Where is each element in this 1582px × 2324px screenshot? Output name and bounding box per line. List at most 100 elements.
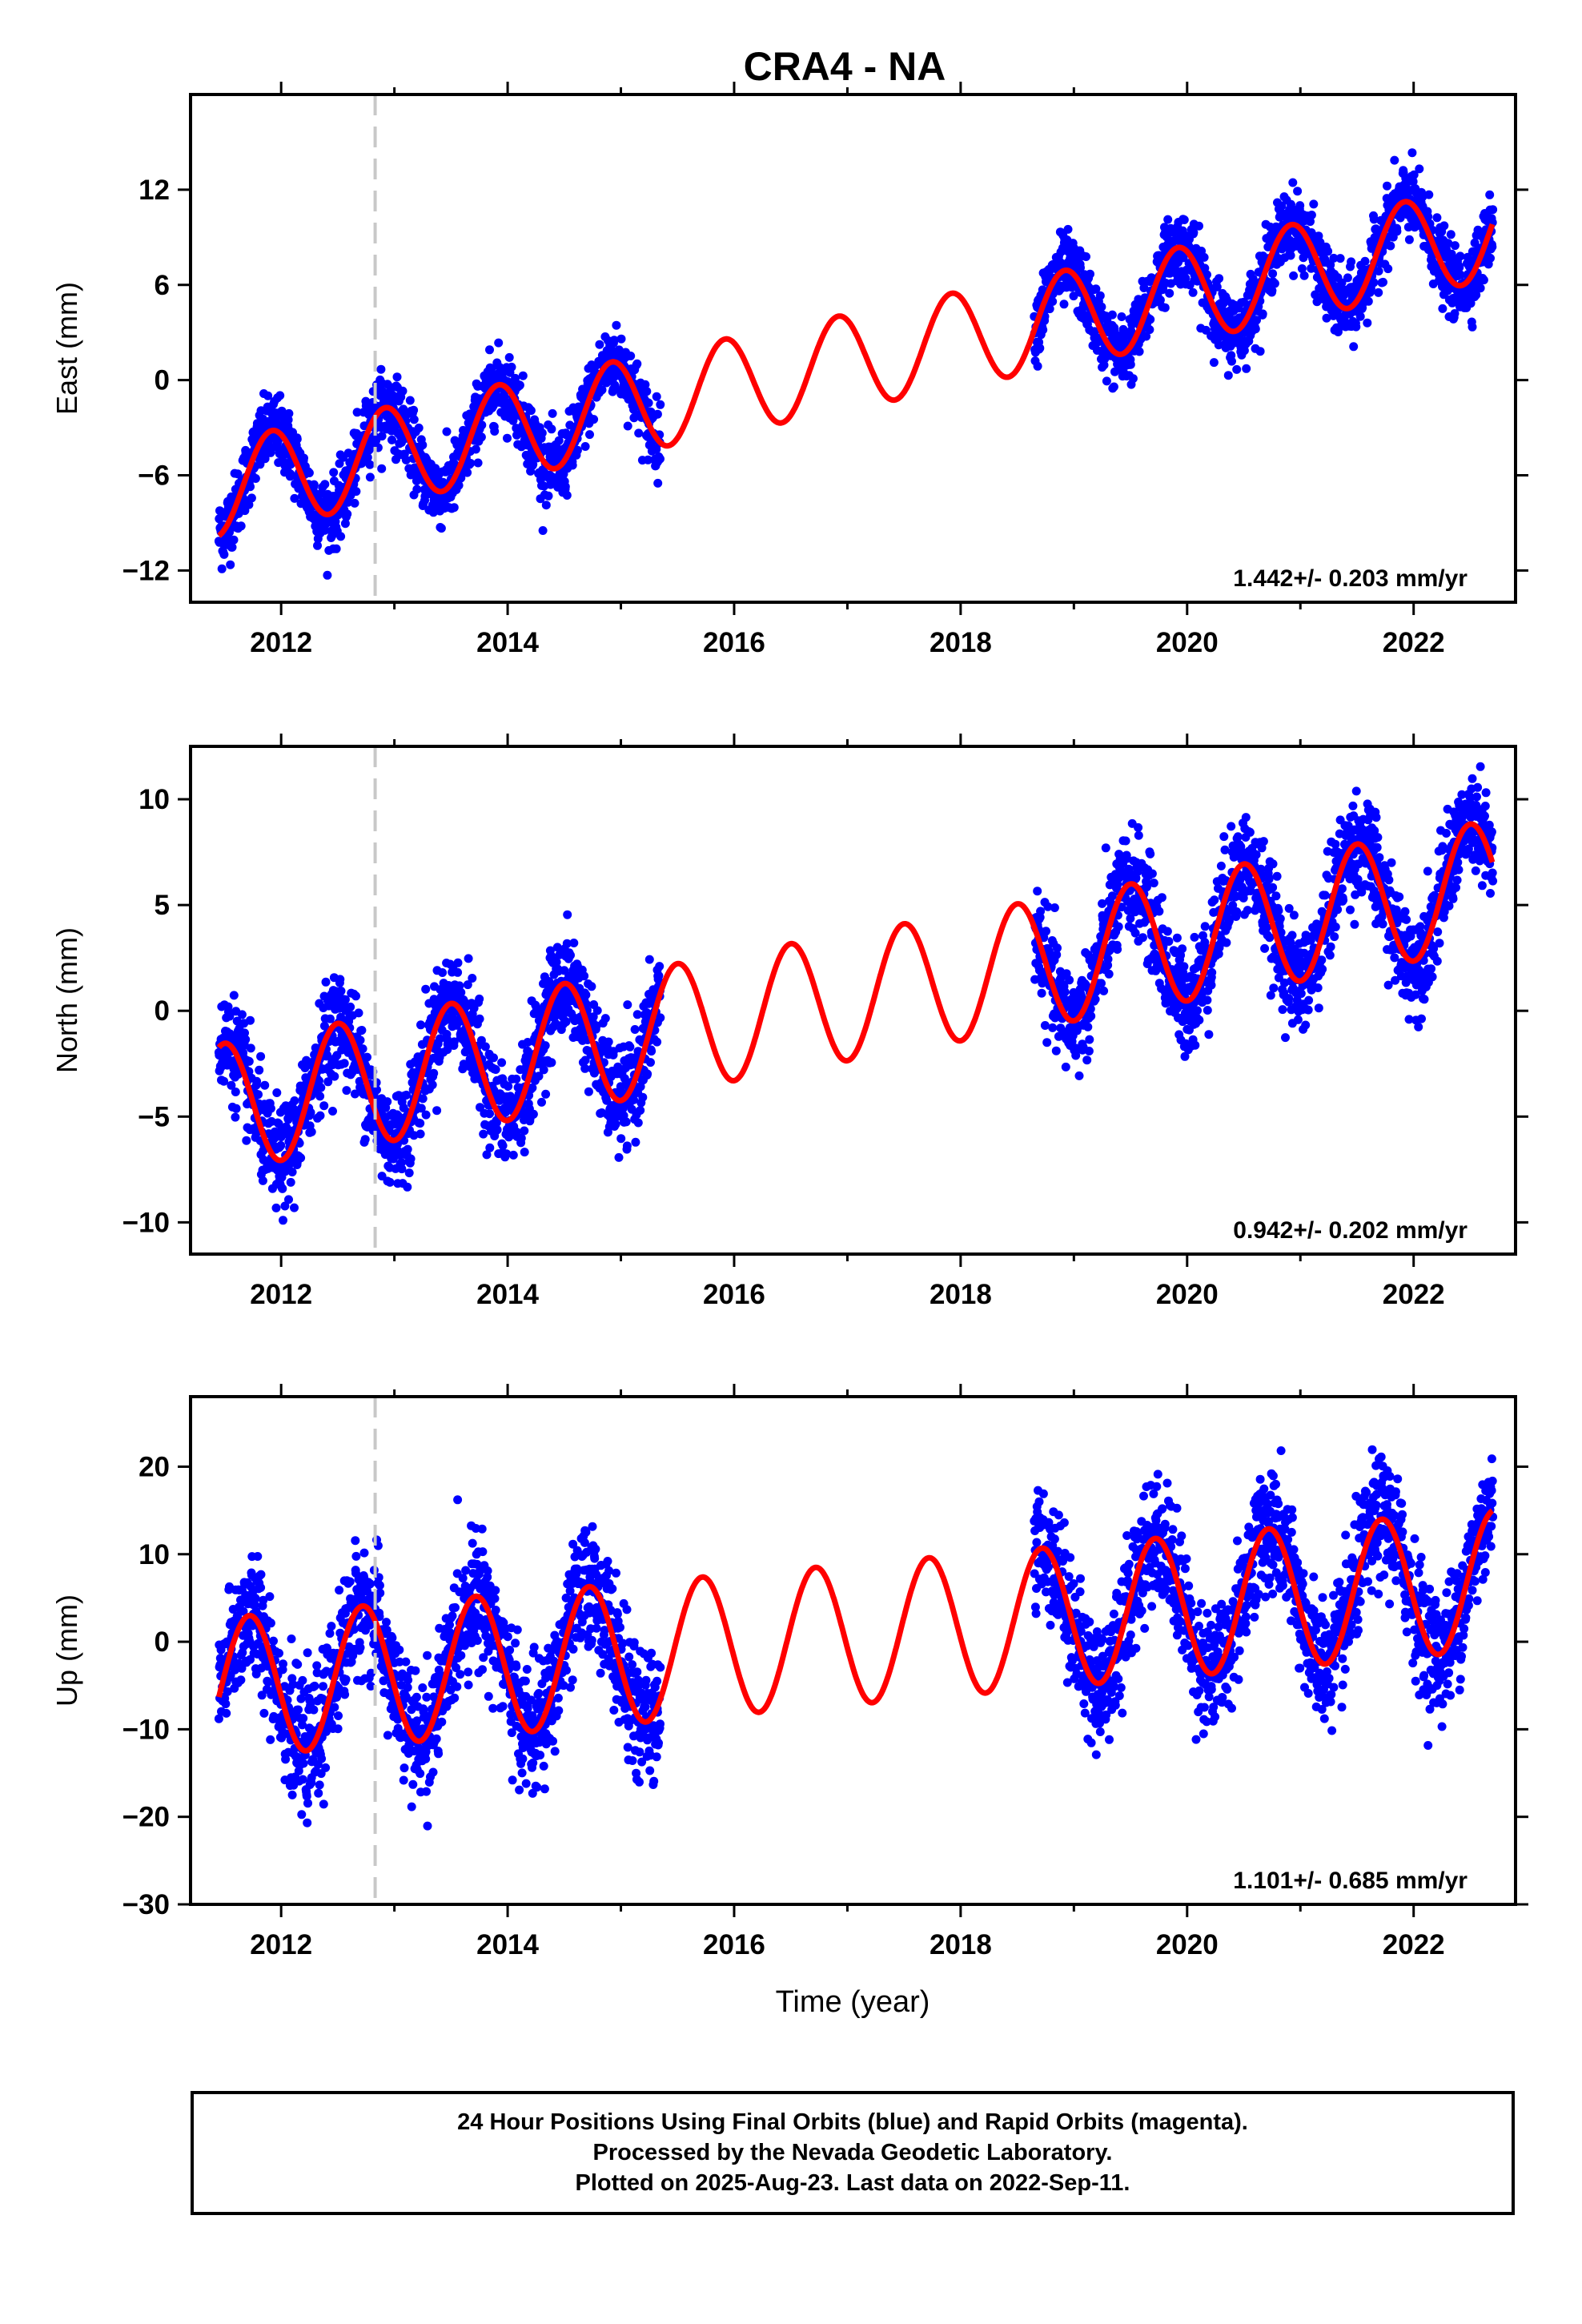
data-point: [526, 406, 536, 416]
data-point: [226, 560, 235, 569]
data-point: [1102, 376, 1111, 386]
data-point: [456, 987, 466, 997]
data-point: [654, 971, 664, 980]
data-point: [1311, 290, 1320, 300]
data-point: [336, 987, 346, 995]
data-point: [634, 428, 644, 438]
data-point: [418, 440, 428, 450]
data-point: [1113, 945, 1122, 954]
data-point: [1258, 309, 1267, 319]
data-point: [1455, 263, 1464, 272]
data-point: [1097, 979, 1106, 988]
data-point: [585, 430, 594, 440]
data-point: [1212, 282, 1222, 292]
data-point: [1309, 199, 1319, 209]
y-tick-label: −6: [138, 460, 170, 492]
data-point: [219, 549, 229, 559]
data-point: [254, 1090, 263, 1100]
data-point: [1207, 967, 1217, 977]
data-point: [1363, 296, 1373, 306]
data-point: [231, 1104, 241, 1113]
data-point: [656, 1013, 665, 1023]
data-point: [655, 962, 665, 971]
data-point: [416, 1129, 425, 1139]
data-point: [232, 1016, 242, 1026]
data-point: [1048, 297, 1058, 306]
data-point: [1043, 902, 1053, 911]
data-point: [1307, 211, 1316, 219]
data-point: [504, 352, 514, 362]
data-point: [1277, 201, 1287, 211]
data-point: [1134, 822, 1143, 832]
data-point: [1239, 297, 1249, 307]
data-point: [284, 1195, 293, 1204]
data-point: [544, 977, 554, 986]
data-point: [643, 455, 652, 464]
data-point: [1299, 271, 1309, 280]
data-point: [1145, 325, 1154, 335]
data-point: [328, 1107, 337, 1116]
data-point: [500, 392, 509, 401]
data-point: [1242, 364, 1251, 373]
data-point: [515, 380, 524, 390]
data-point: [1082, 1055, 1092, 1065]
data-point: [1052, 950, 1062, 959]
data-point: [1083, 1022, 1093, 1031]
data-point: [240, 1028, 249, 1038]
data-point: [528, 1083, 537, 1092]
data-point: [1404, 235, 1414, 244]
data-point: [611, 1120, 620, 1129]
data-point: [225, 1011, 235, 1021]
data-point: [1360, 256, 1370, 266]
data-point: [552, 957, 561, 967]
data-point: [1432, 213, 1442, 223]
data-point: [1255, 347, 1265, 356]
data-point: [626, 352, 636, 360]
data-point: [271, 1203, 281, 1212]
data-point: [1164, 937, 1174, 946]
data-point: [346, 1002, 355, 1011]
data-point: [290, 493, 299, 503]
data-point: [1443, 239, 1453, 248]
data-point: [252, 1076, 262, 1086]
data-point: [352, 408, 362, 417]
data-point: [630, 1025, 640, 1034]
x-tick-label: 2012: [250, 627, 312, 658]
data-point: [1146, 315, 1155, 324]
data-point: [1107, 310, 1117, 320]
data-point: [589, 415, 599, 424]
data-point: [466, 459, 476, 468]
data-point: [1178, 944, 1187, 954]
data-point: [485, 345, 494, 355]
data-point: [636, 1082, 645, 1092]
data-point: [414, 423, 424, 432]
data-point: [1138, 933, 1147, 943]
data-point: [1407, 148, 1417, 158]
data-point: [597, 385, 607, 395]
data-point: [623, 421, 632, 431]
data-point: [1165, 288, 1174, 298]
data-point: [1179, 962, 1189, 971]
data-point: [436, 1034, 444, 1043]
data-point: [323, 1050, 331, 1059]
data-point: [227, 1080, 236, 1090]
data-point: [286, 1177, 295, 1187]
data-point: [616, 1134, 626, 1144]
data-point: [292, 434, 302, 444]
data-point: [376, 364, 386, 374]
data-point: [1395, 213, 1405, 223]
data-point: [580, 442, 590, 451]
data-point: [1126, 360, 1135, 369]
data-point: [534, 1072, 544, 1081]
data-point: [299, 453, 308, 463]
data-point: [1086, 1011, 1096, 1021]
data-point: [331, 544, 341, 553]
data-point: [540, 1041, 550, 1051]
data-point: [632, 1010, 642, 1019]
data-point: [1210, 895, 1219, 905]
data-point: [398, 386, 408, 396]
data-point: [1157, 893, 1166, 903]
data-point: [1061, 1062, 1070, 1072]
data-point: [351, 487, 361, 497]
